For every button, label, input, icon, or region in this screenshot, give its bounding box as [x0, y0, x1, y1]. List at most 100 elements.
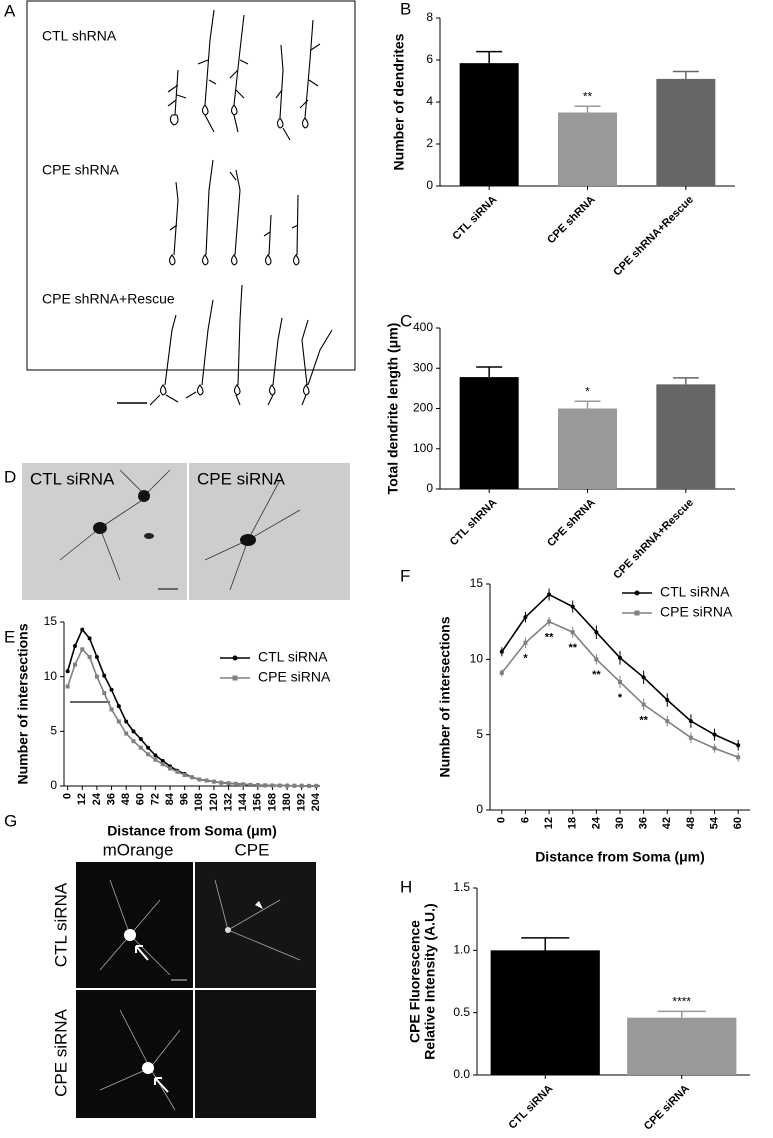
y-tick-label: 1.0 [453, 943, 470, 957]
neuron-tracings [149, 9, 333, 406]
legend-marker [232, 675, 238, 681]
soma [144, 533, 154, 539]
y-axis-label: Total dendrite length (μm) [385, 323, 401, 495]
significance: ** [545, 632, 554, 644]
marker [641, 702, 646, 707]
x-tick-label: CPE shRNA [545, 497, 598, 550]
soma [124, 929, 136, 941]
marker [138, 745, 143, 750]
arrow [154, 1077, 169, 1093]
x-tick-label: 54 [708, 816, 720, 829]
row-label: CTL siRNA [51, 882, 70, 967]
marker [665, 719, 670, 724]
x-tick-label: 0 [496, 817, 508, 823]
marker [594, 630, 599, 635]
legend-label: CTL siRNA [258, 649, 328, 665]
y-tick-label: 400 [413, 320, 433, 334]
x-tick-label: 36 [638, 817, 650, 829]
y-tick-label: 0.5 [453, 1005, 470, 1019]
y-tick-label: 6 [426, 52, 433, 66]
marker [116, 704, 121, 709]
marker [499, 649, 504, 654]
marker [547, 592, 552, 597]
legend-marker [634, 610, 640, 616]
significance: ** [568, 642, 577, 654]
marker [307, 783, 312, 788]
bar [627, 1017, 737, 1075]
marker [94, 654, 99, 659]
bar [459, 63, 519, 186]
x-tick-label: 180 [281, 793, 293, 811]
x-tick-label: 72 [149, 793, 161, 805]
marker [102, 691, 107, 696]
panel-a-frame [26, 0, 356, 371]
marker [594, 657, 599, 662]
arrow [135, 945, 149, 961]
y-axis-label: Number of intersections [15, 623, 31, 784]
x-tick-label: 42 [661, 817, 673, 829]
y-axis-label: Relative Intensity (A.U.) [422, 903, 438, 1059]
panel-letter: H [400, 877, 412, 896]
row-label: CPE shRNA [42, 162, 120, 178]
micrograph [76, 862, 193, 988]
marker [270, 783, 275, 788]
panel-letter: B [400, 0, 411, 18]
y-tick-label: 10 [44, 669, 58, 683]
x-tick-label: 48 [685, 817, 697, 829]
legend-label: CPE siRNA [258, 669, 331, 685]
marker [153, 753, 158, 758]
y-tick-label: 0 [476, 802, 483, 816]
bar [558, 408, 617, 489]
marker [226, 781, 231, 786]
x-tick-label: 6 [519, 817, 531, 823]
image-label: CTL siRNA [30, 469, 115, 488]
x-tick-label: CTL siRNA [450, 194, 499, 243]
bar [656, 78, 716, 186]
marker [87, 654, 92, 659]
marker [160, 758, 165, 763]
bar [558, 112, 617, 186]
marker [175, 769, 180, 774]
marker [109, 707, 114, 712]
y-tick-label: 0 [426, 178, 433, 192]
marker [712, 746, 717, 751]
x-tick-label: 0 [62, 793, 74, 799]
column-label: mOrange [103, 840, 174, 859]
marker [618, 679, 622, 684]
panel-letter: A [4, 1, 16, 20]
bar [656, 384, 716, 489]
legend-label: CTL siRNA [660, 584, 730, 600]
marker [72, 662, 77, 667]
x-tick-label: CTL shRNA [448, 497, 500, 549]
significance: * [618, 692, 623, 704]
marker [138, 736, 143, 741]
marker [688, 735, 693, 740]
legend-marker [232, 655, 238, 661]
marker [72, 644, 77, 649]
marker [109, 687, 114, 692]
panel-letter: G [4, 811, 17, 830]
y-tick-label: 100 [413, 441, 433, 455]
marker [153, 757, 158, 762]
marker [292, 783, 297, 788]
marker [255, 783, 260, 788]
y-tick-label: 5 [476, 727, 483, 741]
marker [102, 673, 107, 678]
y-tick-label: 0 [50, 778, 57, 792]
y-tick-label: 4 [426, 94, 433, 108]
marker [219, 780, 224, 785]
micrograph [195, 990, 316, 1118]
marker [736, 755, 741, 760]
soma [93, 522, 107, 534]
marker [641, 675, 646, 680]
marker [314, 783, 319, 788]
micrograph [76, 990, 193, 1118]
marker [80, 627, 85, 632]
x-tick-label: 12 [76, 793, 88, 805]
x-tick-label: 12 [543, 817, 555, 829]
soma [240, 534, 256, 546]
panel-letter: C [400, 311, 412, 330]
marker [570, 604, 575, 609]
x-tick-label: CPE siRNA [642, 1083, 692, 1133]
y-axis-label: Number of intersections [437, 616, 453, 777]
